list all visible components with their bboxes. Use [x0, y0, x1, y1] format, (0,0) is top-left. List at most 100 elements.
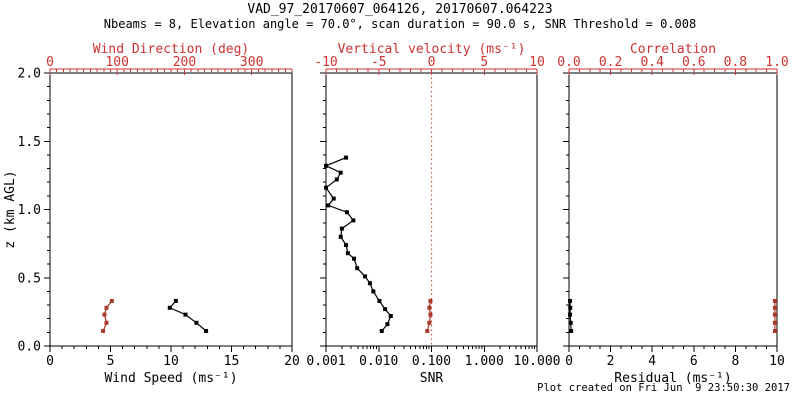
snr-profile-marker — [352, 256, 357, 261]
snr-profile-marker — [351, 218, 356, 223]
snr-profile-marker — [383, 307, 388, 312]
snr-profile-marker — [334, 177, 339, 182]
top-tick-label: 200 — [173, 55, 196, 70]
y-tick-label: 0.0 — [18, 340, 41, 355]
top-tick-label: 0 — [46, 55, 54, 70]
top-tick-label: 0.8 — [724, 55, 747, 70]
residual-bottom-axis-title: Residual (ms⁻¹) — [614, 371, 731, 386]
residual-frame — [568, 72, 778, 347]
correlation-profile-marker — [772, 320, 777, 325]
top-tick-label: 0.4 — [640, 55, 664, 70]
wind-direction-marker — [104, 320, 109, 325]
y-tick-label: 0.5 — [18, 271, 41, 286]
wind-speed-marker — [167, 305, 172, 310]
x-tick-label: 0.100 — [412, 354, 451, 369]
snr-profile-marker — [371, 289, 376, 294]
y-tick-label: 1.5 — [18, 135, 41, 150]
top-tick-label: 100 — [105, 55, 128, 70]
series-wind-speed — [168, 300, 207, 332]
bottom-axis: 0.001 0.010 0.100 1.000 10.000 SNR — [306, 346, 560, 386]
residual-panel: 0 2 4 6 8 10 Residual (ms⁻¹) 0.0 0.2 0.4 0.6 0.8 1.0… — [557, 42, 788, 386]
top-tick-label: 0.2 — [599, 55, 622, 70]
vertical-velocity-marker — [425, 328, 430, 333]
correlation-profile-marker — [772, 328, 777, 333]
snr-profile-marker — [339, 226, 344, 231]
vertical-velocity-marker — [428, 312, 433, 317]
x-tick-label: 6 — [690, 354, 698, 369]
top-tick-label: -5 — [371, 55, 387, 70]
x-tick-label: 10 — [163, 354, 179, 369]
snr-panel: 0.001 0.010 0.100 1.000 10.000 SNR -10 -5 0 5 10Ve… — [306, 42, 560, 386]
vertical-velocity-marker — [427, 320, 432, 325]
residual-top-axis-title: Correlation — [630, 42, 716, 57]
snr-profile-marker — [363, 274, 368, 279]
vertical-velocity-marker — [428, 298, 433, 303]
snr-profile-marker — [344, 242, 349, 247]
x-tick-label: 15 — [224, 354, 240, 369]
y-tick-label: 1.0 — [18, 203, 41, 218]
plot-footer: Plot created on Fri Jun 9 23:50:30 2017 — [537, 382, 790, 394]
snr-profile-marker — [331, 196, 336, 201]
top-tick-label: 5 — [480, 55, 488, 70]
wind-speed-marker — [173, 298, 178, 303]
vertical-velocity-marker — [427, 305, 432, 310]
snr-profile-marker — [355, 266, 360, 271]
snr-profile-marker — [388, 313, 393, 318]
top-tick-label: -10 — [314, 55, 337, 70]
bottom-axis: 0 2 4 6 8 10 Residual (ms⁻¹) — [565, 346, 785, 386]
wind-speed-marker — [183, 312, 188, 317]
y-axis-ticks — [44, 72, 50, 347]
top-tick-label: 1.0 — [765, 55, 788, 70]
wind-speed-marker — [204, 328, 209, 333]
y-axis-title: z (km AGL) — [3, 170, 18, 248]
top-tick-label: 0.0 — [557, 55, 580, 70]
x-tick-label: 0 — [46, 354, 54, 369]
top-tick-label: 10 — [529, 55, 545, 70]
residual-profile-marker — [568, 305, 573, 310]
residual-profile-marker — [568, 312, 573, 317]
y-axis-ticks — [320, 72, 326, 347]
figure-title: VAD_97_20170607_064126, 20170607.064223 — [247, 2, 553, 17]
snr-profile-marker — [344, 210, 349, 215]
x-tick-label: 10 — [769, 354, 785, 369]
top-axis: 0.0 0.2 0.4 0.6 0.8 1.0 Correlation — [557, 42, 789, 75]
top-tick-label: 300 — [240, 55, 263, 70]
residual-profile-marker — [569, 328, 574, 333]
y-tick-label: 2.0 — [18, 67, 41, 82]
wind-direction-marker — [109, 298, 114, 303]
snr-profile-marker — [326, 203, 331, 208]
series-snr-profile — [324, 157, 392, 332]
wind-speed-marker — [194, 320, 199, 325]
y-axis-ticks — [563, 72, 569, 347]
snr-top-axis-title: Vertical velocity (ms⁻¹) — [338, 42, 526, 57]
snr-profile-marker — [338, 234, 343, 239]
bottom-axis: 0 5 10 15 20 Wind Speed (ms⁻¹) — [46, 346, 300, 386]
x-tick-label: 5 — [107, 354, 115, 369]
snr-bottom-axis-title: SNR — [420, 371, 444, 386]
snr-profile-marker — [324, 185, 328, 190]
x-tick-label: 20 — [284, 354, 300, 369]
x-tick-label: 8 — [731, 354, 739, 369]
wind-panel: 0.0 0.5 1.0 1.5 2.0 0 5 10 15 20 Wind Speed (ms⁻¹)… — [18, 42, 300, 386]
snr-profile-marker — [338, 170, 343, 175]
correlation-profile-marker — [772, 305, 777, 310]
snr-profile-marker — [377, 298, 382, 303]
snr-profile-marker — [345, 251, 350, 256]
correlation-profile-marker — [772, 312, 777, 317]
x-tick-label: 0.010 — [359, 354, 398, 369]
x-tick-label: 1.000 — [465, 354, 504, 369]
snr-profile-marker — [385, 322, 390, 327]
x-tick-label: 2 — [607, 354, 615, 369]
residual-profile-marker — [568, 320, 573, 325]
snr-profile-marker — [367, 281, 372, 286]
wind-frame — [49, 72, 293, 347]
wind-bottom-axis-title: Wind Speed (ms⁻¹) — [104, 371, 237, 386]
top-tick-label: 0 — [428, 55, 436, 70]
x-tick-label: 0.001 — [306, 354, 345, 369]
wind-direction-marker — [101, 328, 106, 333]
x-tick-label: 10.000 — [514, 354, 561, 369]
x-tick-label: 4 — [648, 354, 656, 369]
